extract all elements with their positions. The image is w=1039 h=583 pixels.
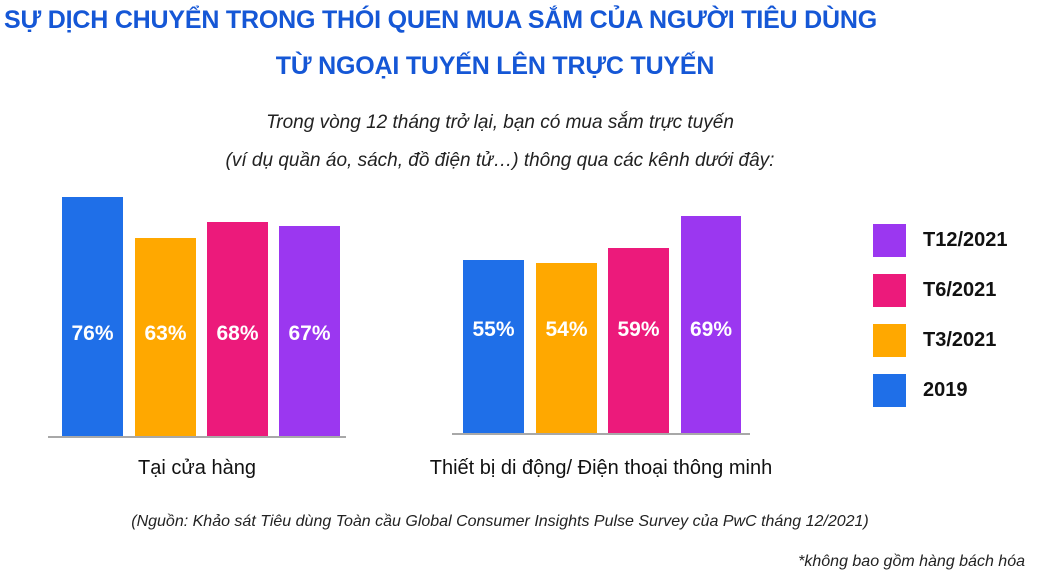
legend-label: T3/2021 — [923, 329, 997, 351]
category-label-mobile: Thiết bị di động/ Điện thoại thông minh — [429, 457, 773, 479]
bar-mobile-2019: 55% — [463, 260, 524, 433]
x-axis-line — [48, 436, 346, 438]
bar-value-label: 54% — [545, 318, 588, 341]
footnote: *không bao gồm hàng bách hóa — [798, 553, 1025, 570]
bar-in-store-t6-2021: 68% — [207, 222, 268, 436]
bar-value-label: 76% — [71, 322, 114, 345]
legend-swatch-icon — [873, 224, 906, 257]
bar-value-label: 59% — [617, 318, 660, 341]
subtitle-line1: Trong vòng 12 tháng trở lại, bạn có mua … — [266, 112, 734, 133]
legend-label: 2019 — [923, 379, 968, 401]
legend-swatch-icon — [873, 374, 906, 407]
legend-swatch-icon — [873, 274, 906, 307]
x-axis-line — [452, 433, 750, 435]
chart-title-line1: SỰ DỊCH CHUYỂN TRONG THÓI QUEN MUA SẮM C… — [4, 6, 877, 34]
bar-mobile-t6-2021: 59% — [608, 248, 669, 433]
bar-mobile-t3-2021: 54% — [536, 263, 597, 433]
bar-value-label: 67% — [288, 322, 331, 345]
bar-mobile-t12-2021: 69% — [681, 216, 741, 433]
bar-in-store-t12-2021: 67% — [279, 226, 340, 436]
legend-label: T12/2021 — [923, 229, 1008, 251]
bar-value-label: 63% — [144, 322, 187, 345]
source-note: (Nguồn: Khảo sát Tiêu dùng Toàn cầu Glob… — [131, 513, 869, 530]
bar-value-label: 69% — [689, 318, 733, 341]
bar-in-store-2019: 76% — [62, 197, 123, 436]
bar-value-label: 68% — [216, 322, 259, 345]
bar-value-label: 55% — [472, 318, 515, 341]
legend-swatch-icon — [873, 324, 906, 357]
category-label-in-store: Tại cửa hàng — [138, 457, 256, 479]
chart-title-line2: TỪ NGOẠI TUYẾN LÊN TRỰC TUYẾN — [275, 52, 715, 80]
bar-in-store-t3-2021: 63% — [135, 238, 196, 436]
legend-label: T6/2021 — [923, 279, 997, 301]
subtitle-line2: (ví dụ quần áo, sách, đồ điện tử…) thông… — [225, 150, 775, 171]
